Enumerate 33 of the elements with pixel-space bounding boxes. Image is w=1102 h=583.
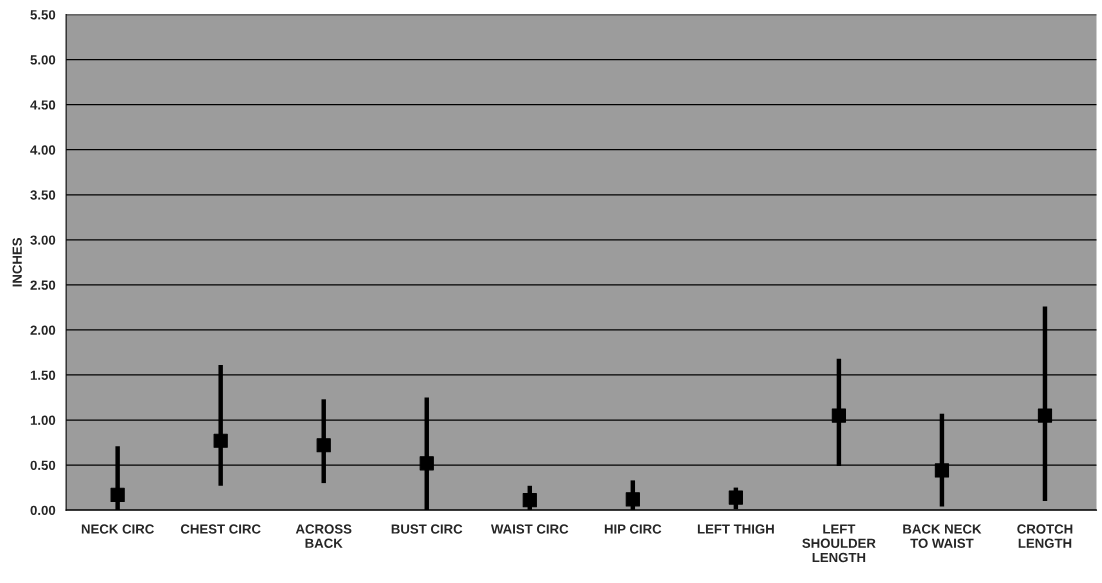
x-tick-label: BUST CIRC <box>391 524 463 534</box>
y-tick-label: 1.50 <box>30 370 56 380</box>
x-tick-label: WAIST CIRC <box>490 524 569 534</box>
point <box>831 408 847 423</box>
y-tick-label: 5.00 <box>30 55 56 65</box>
point <box>316 438 331 453</box>
point <box>1037 408 1053 423</box>
y-axis-title: INCHES <box>12 237 22 287</box>
point <box>213 433 228 448</box>
x-tick-label: CROTCH LENGTH <box>1017 524 1073 548</box>
y-tick-label: 3.00 <box>30 235 56 245</box>
y-tick-label: 0.50 <box>30 460 56 470</box>
y-tick-label: 5.50 <box>30 10 56 20</box>
y-tick-label: 0.00 <box>30 505 56 516</box>
x-tick-label: NECK CIRC <box>81 524 154 534</box>
x-tick-label: CHEST CIRC <box>180 524 261 534</box>
point <box>934 463 950 478</box>
point <box>625 492 640 507</box>
x-tick-label: ACROSS BACK <box>295 524 352 548</box>
y-tick-label: 2.00 <box>30 325 56 335</box>
point <box>110 487 125 502</box>
point <box>419 456 434 471</box>
y-tick-label: 4.50 <box>30 100 56 110</box>
y-tick-label: 3.50 <box>30 190 56 200</box>
x-tick-label: LEFT SHOULDER LENGTH <box>802 524 876 563</box>
y-tick-label: 2.50 <box>30 280 56 290</box>
y-tick-label: 1.00 <box>30 415 56 425</box>
x-tick-label: HIP CIRC <box>604 524 662 534</box>
x-tick-label: BACK NECK TO WAIST <box>903 524 982 548</box>
x-tick-label: LEFT THIGH <box>697 524 774 534</box>
point <box>728 490 743 505</box>
y-tick-label: 4.00 <box>30 145 56 155</box>
point <box>522 493 537 508</box>
